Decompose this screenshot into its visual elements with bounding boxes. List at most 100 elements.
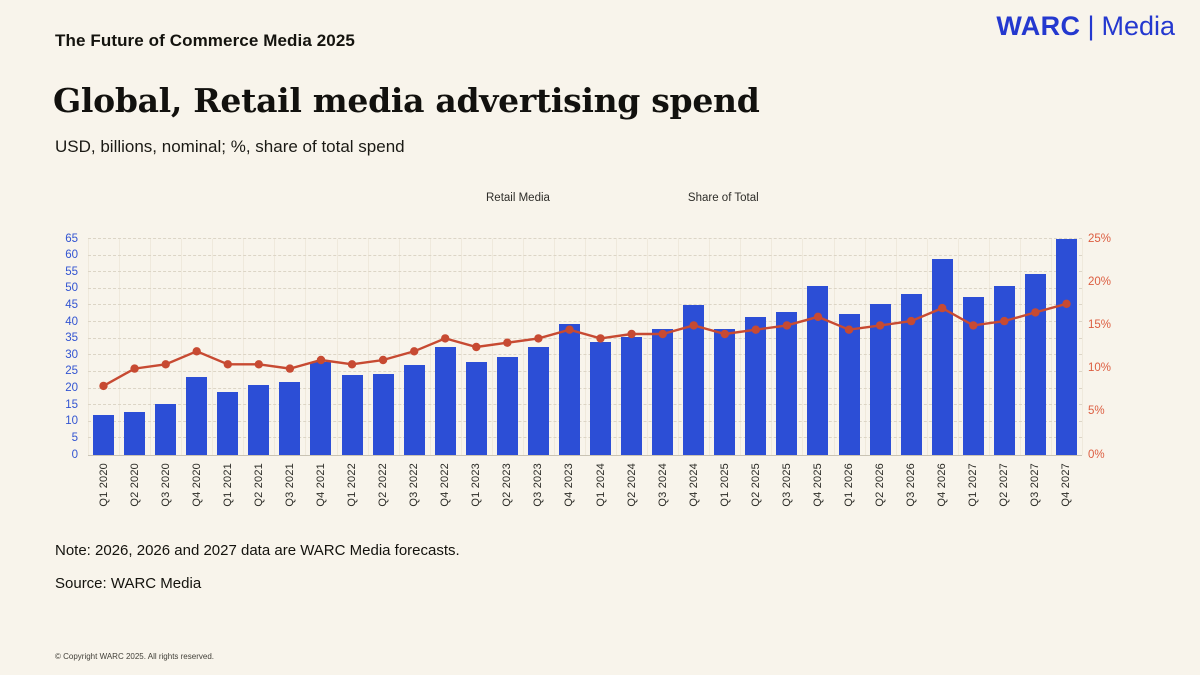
x-axis-slot: Q1 2021 xyxy=(212,463,243,507)
left-axis-label: 50 xyxy=(65,282,78,295)
left-axis-label: 55 xyxy=(65,265,78,278)
left-axis-label: 10 xyxy=(65,415,78,428)
line-point xyxy=(285,364,295,373)
vertical-grid-line xyxy=(429,239,431,455)
x-axis-line xyxy=(88,455,1082,456)
x-axis-label: Q4 2025 xyxy=(811,463,824,507)
retail-media-bar xyxy=(807,285,829,455)
right-axis-label: 25% xyxy=(1088,232,1112,245)
bar-slot xyxy=(958,239,989,455)
vertical-grid-line xyxy=(398,239,400,455)
bar-slot xyxy=(927,239,958,455)
vertical-grid-line xyxy=(119,239,121,455)
bar-slot xyxy=(647,239,678,455)
vertical-grid-line xyxy=(802,239,804,455)
x-axis-label: Q1 2024 xyxy=(594,463,607,507)
line-point xyxy=(658,329,667,339)
line-point xyxy=(596,334,605,343)
line-point xyxy=(782,321,792,330)
bar-slot xyxy=(274,239,305,455)
x-axis-slot: Q4 2023 xyxy=(554,463,585,507)
line-point xyxy=(316,355,326,365)
right-axis-label: 10% xyxy=(1088,361,1112,374)
x-axis-slot: Q4 2020 xyxy=(181,463,212,507)
line-marker-dot-icon xyxy=(663,194,671,202)
x-axis-slot: Q1 2027 xyxy=(958,463,989,507)
chart-subtitle: USD, billions, nominal; %, share of tota… xyxy=(55,137,405,156)
note-text: Note: 2026, 2026 and 2027 data are WARC … xyxy=(55,542,460,559)
x-axis-slot: Q3 2020 xyxy=(150,463,181,507)
retail-media-bar xyxy=(496,356,518,455)
left-axis-label: 0 xyxy=(71,448,78,461)
vertical-grid-line xyxy=(274,239,276,455)
vertical-grid-line xyxy=(336,239,338,455)
vertical-grid-line xyxy=(491,239,493,455)
x-axis-label: Q3 2027 xyxy=(1029,463,1042,507)
vertical-grid-line xyxy=(1082,239,1083,455)
x-axis-label: Q4 2024 xyxy=(687,463,700,507)
retail-media-bar xyxy=(310,361,332,455)
x-axis-label: Q2 2024 xyxy=(625,463,638,507)
horizontal-grid-line xyxy=(88,387,1082,389)
legend-item-retail-media: Retail Media xyxy=(456,192,550,204)
bar-slot xyxy=(678,239,709,455)
x-axis-slot: Q3 2026 xyxy=(896,463,927,507)
left-axis-label: 45 xyxy=(65,298,78,311)
report-kicker: The Future of Commerce Media 2025 xyxy=(55,31,355,50)
bar-slot xyxy=(523,239,554,455)
x-axis-label: Q2 2026 xyxy=(874,463,887,507)
line-point xyxy=(875,321,885,330)
vertical-grid-line xyxy=(926,239,928,455)
x-axis-label: Q2 2022 xyxy=(377,463,390,507)
horizontal-grid-line xyxy=(88,370,1082,372)
line-point xyxy=(99,381,108,391)
retail-media-bar xyxy=(776,312,798,455)
left-axis-label: 25 xyxy=(65,365,78,378)
retail-media-bar xyxy=(403,365,425,455)
vertical-grid-line xyxy=(740,239,742,455)
retail-media-bar xyxy=(372,373,394,455)
x-axis-label: Q3 2024 xyxy=(656,463,669,507)
retail-media-bar xyxy=(590,342,612,455)
x-axis-slot: Q1 2020 xyxy=(88,463,119,507)
retail-media-bar xyxy=(186,376,208,455)
logo-divider: | xyxy=(1087,11,1095,41)
retail-media-bar xyxy=(1055,239,1077,455)
x-axis-label: Q3 2026 xyxy=(905,463,918,507)
left-axis-label: 60 xyxy=(65,248,78,261)
retail-media-bar xyxy=(465,361,487,455)
line-point xyxy=(969,321,978,330)
retail-media-bar xyxy=(124,411,146,455)
retail-media-bar xyxy=(745,317,767,455)
x-axis-label: Q4 2023 xyxy=(563,463,576,507)
vertical-grid-line xyxy=(771,239,773,455)
vertical-grid-line xyxy=(988,239,990,455)
x-axis-slot: Q2 2023 xyxy=(492,463,523,507)
x-axis-label: Q2 2023 xyxy=(501,463,514,507)
horizontal-grid-line xyxy=(88,287,1082,289)
x-axis-slot: Q4 2027 xyxy=(1051,463,1082,507)
retail-media-bar xyxy=(962,297,984,455)
retail-media-bar xyxy=(931,258,953,455)
line-point xyxy=(223,360,232,369)
retail-media-bar xyxy=(217,391,239,455)
line-point xyxy=(410,347,419,356)
bar-slot xyxy=(119,239,150,455)
x-axis-slot: Q3 2025 xyxy=(771,463,802,507)
retail-media-bar xyxy=(714,328,736,455)
bar-slot xyxy=(834,239,865,455)
line-point xyxy=(565,325,574,334)
line-point xyxy=(751,325,760,334)
warc-media-logo: WARC | Media xyxy=(996,11,1175,42)
right-axis-label: 0% xyxy=(1088,448,1105,461)
bar-slot xyxy=(399,239,430,455)
right-axis-label: 20% xyxy=(1088,275,1112,288)
bar-slot xyxy=(368,239,399,455)
retail-media-bar xyxy=(838,313,860,455)
bar-slot xyxy=(305,239,336,455)
x-axis-label: Q1 2025 xyxy=(718,463,731,507)
line-point xyxy=(1062,299,1071,308)
x-axis-slot: Q2 2021 xyxy=(243,463,274,507)
retail-media-bar xyxy=(155,403,177,455)
